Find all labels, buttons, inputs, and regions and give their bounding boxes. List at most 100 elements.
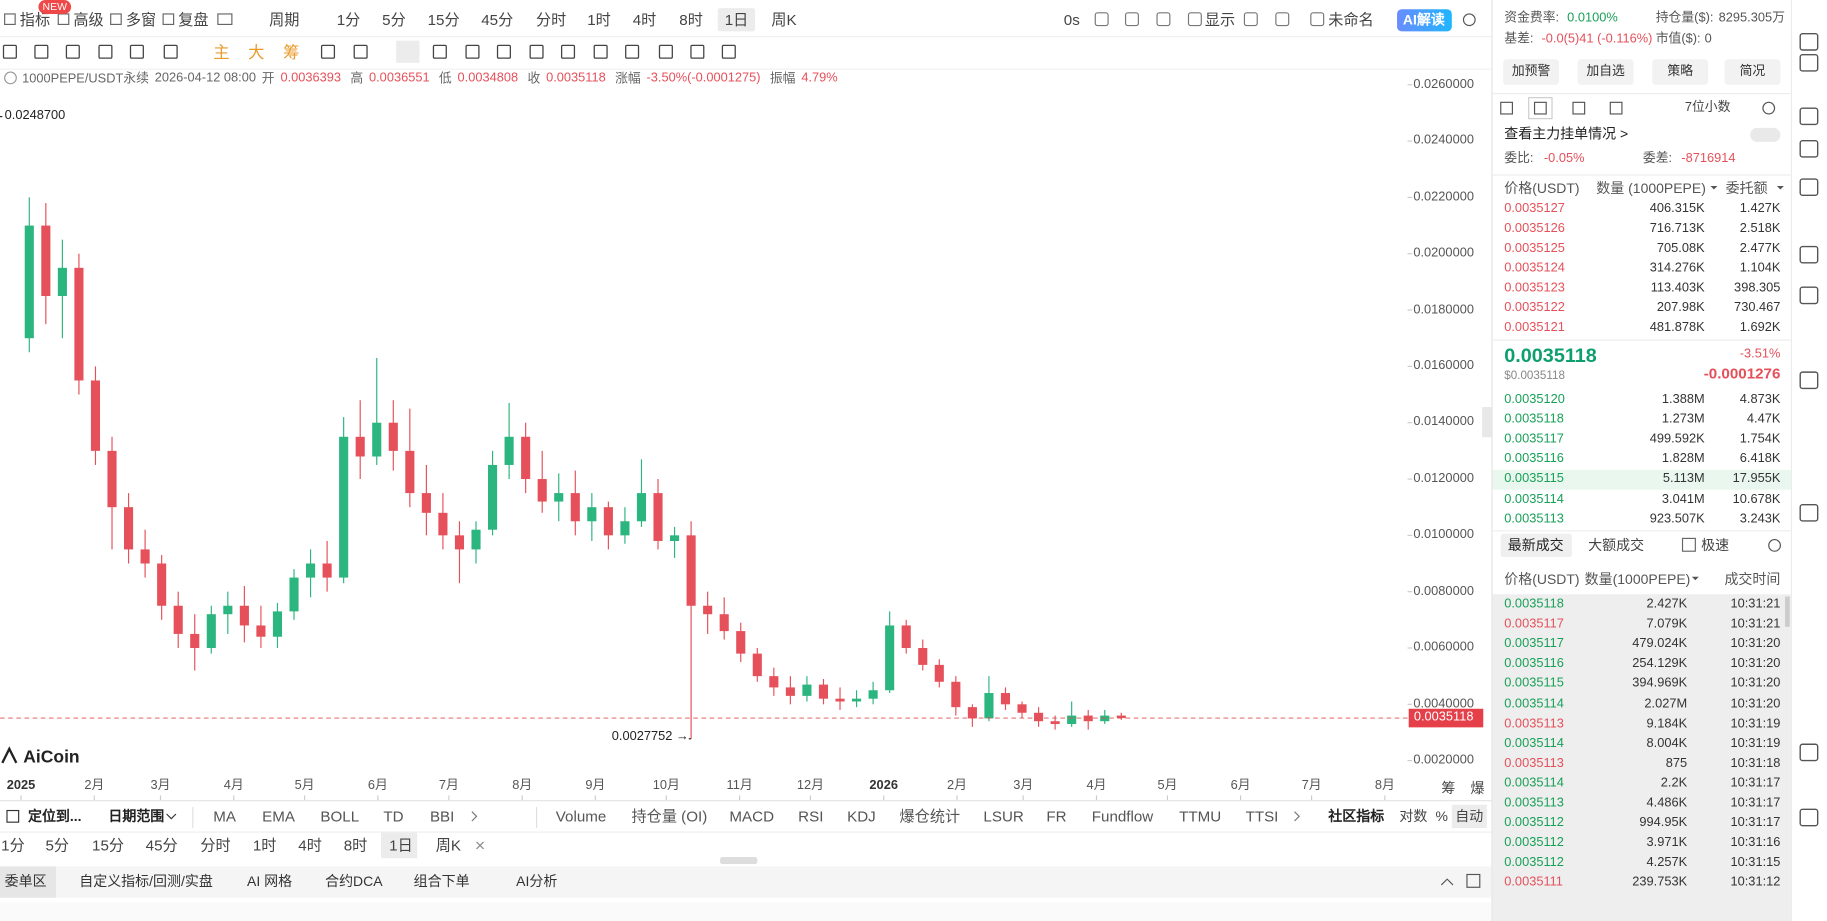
toolbar-item[interactable]: 5分: [382, 11, 406, 29]
main-indicator[interactable]: MA: [213, 807, 236, 826]
toolbar-right-item[interactable]: 未命名: [1328, 11, 1374, 29]
draw-tool-label[interactable]: 主: [213, 43, 230, 62]
trade-time: 10:31:17: [1730, 815, 1781, 830]
side-label[interactable]: 爆: [1470, 780, 1485, 797]
toolbar-item[interactable]: 周K: [771, 11, 797, 29]
toolbar-item[interactable]: 4时: [632, 11, 657, 29]
period-item[interactable]: 4时: [298, 836, 322, 855]
trade-price: 0.0035117: [1504, 636, 1564, 651]
trade-price: 0.0035112: [1504, 855, 1564, 870]
indicator-left[interactable]: 定位到...: [27, 808, 82, 825]
bottom-tab[interactable]: 组合下单: [413, 873, 470, 890]
sub-indicator[interactable]: Fundflow: [1091, 807, 1154, 826]
sub-indicator[interactable]: TTSI: [1245, 807, 1279, 826]
toolbar-icon: [1094, 12, 1109, 27]
indicator-right[interactable]: %: [1435, 808, 1448, 825]
period-item[interactable]: 周K: [435, 836, 462, 855]
panel-button[interactable]: 加预警: [1511, 64, 1551, 79]
toolbar-item[interactable]: 分时: [535, 11, 567, 29]
panel-button[interactable]: 简况: [1739, 64, 1766, 79]
sub-indicator[interactable]: LSUR: [983, 807, 1024, 826]
period-item[interactable]: 8时: [343, 836, 368, 855]
button-bg[interactable]: [1577, 59, 1634, 85]
trade-header: 数量(1000PEPE): [1584, 570, 1691, 588]
sub-indicator[interactable]: TTMU: [1179, 807, 1222, 826]
trade-tab[interactable]: 最新成交: [1507, 537, 1564, 554]
button-bg[interactable]: [1652, 59, 1709, 85]
panel-button[interactable]: 策略: [1667, 64, 1694, 79]
main-indicator[interactable]: BBI: [429, 807, 455, 826]
period-item[interactable]: 1分: [1, 836, 25, 855]
toolbar-item[interactable]: 多窗: [125, 11, 157, 29]
candle-body: [74, 267, 84, 381]
main-indicator[interactable]: EMA: [262, 807, 295, 826]
draw-tool: [529, 44, 544, 59]
period-item[interactable]: 1日: [389, 836, 413, 855]
sub-indicator[interactable]: Volume: [555, 807, 607, 826]
draw-tool: [163, 44, 178, 59]
toolbar-item[interactable]: 高级: [73, 11, 104, 29]
last-price: 0.0035118: [1504, 344, 1597, 367]
period-item[interactable]: 45分: [145, 836, 178, 855]
side-label[interactable]: 筹: [1441, 780, 1456, 797]
period-item[interactable]: 分时: [200, 836, 231, 855]
main-orders-link[interactable]: 查看主力挂单情况 >: [1504, 125, 1629, 142]
bottom-tab[interactable]: 合约DCA: [325, 873, 383, 890]
toolbar-item[interactable]: 周期: [269, 11, 300, 29]
sub-indicator[interactable]: 爆仓统计: [899, 807, 961, 826]
indicator-right[interactable]: 对数: [1399, 808, 1428, 825]
sub-indicator[interactable]: 持仓量 (OI): [631, 807, 708, 826]
x-tick-label: 5月: [1157, 778, 1178, 793]
field-value: 0.0035118: [546, 70, 606, 85]
candle-body: [223, 605, 233, 615]
indicator-right[interactable]: 社区指标: [1328, 808, 1385, 825]
trade-qty: 2.427K: [1646, 597, 1688, 612]
bottom-tab[interactable]: 自定义指标/回测/实盘: [79, 873, 213, 890]
toolbar-item[interactable]: 1时: [587, 11, 611, 29]
sub-indicator[interactable]: FR: [1046, 807, 1067, 826]
button-bg[interactable]: [1724, 59, 1781, 85]
bids-amount: 6.418K: [1739, 452, 1781, 467]
draw-tool-label[interactable]: 筹: [283, 43, 300, 62]
trade-tab[interactable]: 极速: [1701, 537, 1730, 554]
indicator-left[interactable]: 日期范围: [108, 808, 165, 825]
view-icon: [1500, 101, 1513, 115]
sub-indicator[interactable]: MACD: [729, 807, 775, 826]
period-item[interactable]: 1时: [252, 836, 277, 855]
x-tick-label: 2月: [84, 778, 105, 793]
bids-amount: 4.47K: [1746, 412, 1781, 427]
toolbar-item[interactable]: 45分: [481, 11, 514, 29]
sub-indicator[interactable]: KDJ: [847, 807, 876, 826]
trade-tab[interactable]: 大额成交: [1588, 537, 1645, 554]
toolbar-item[interactable]: 1分: [336, 11, 361, 29]
bottom-tab[interactable]: AI 网格: [247, 873, 293, 890]
toolbar-item[interactable]: 1日: [724, 11, 749, 29]
draw-tool-label[interactable]: 大: [248, 43, 265, 62]
panel-button[interactable]: 加自选: [1586, 64, 1625, 79]
ai-pill[interactable]: [1397, 9, 1452, 32]
main-indicator[interactable]: BOLL: [320, 807, 360, 826]
sub-indicator[interactable]: RSI: [798, 807, 824, 826]
asks-price: 0.0035121: [1504, 320, 1565, 335]
x-tick-label: 4月: [223, 778, 244, 793]
toolbar-item[interactable]: 8时: [679, 11, 703, 29]
toolbar-item[interactable]: 复盘: [178, 11, 209, 29]
trade-qty: 875: [1665, 756, 1688, 771]
bottom-tab[interactable]: 委单区: [4, 873, 47, 890]
period-item[interactable]: 15分: [92, 836, 125, 855]
bottom-tab[interactable]: AI分析: [516, 873, 558, 890]
main-indicator[interactable]: TD: [383, 807, 404, 826]
button-bg[interactable]: [1503, 59, 1560, 85]
decimals-select[interactable]: 7位小数: [1684, 100, 1731, 115]
period-item[interactable]: 5分: [45, 836, 70, 855]
toolbar-icon: [110, 13, 122, 26]
toolbar-item[interactable]: 指标: [19, 11, 51, 29]
toolbar-item[interactable]: 15分: [427, 11, 460, 29]
draw-tool: [658, 44, 673, 59]
indicator-right[interactable]: 自动: [1455, 808, 1484, 825]
toolbar-right-item[interactable]: 显示: [1204, 11, 1236, 29]
ai-button[interactable]: AI解读: [1402, 11, 1445, 28]
toolbar-right-item[interactable]: 0s: [1063, 11, 1080, 29]
